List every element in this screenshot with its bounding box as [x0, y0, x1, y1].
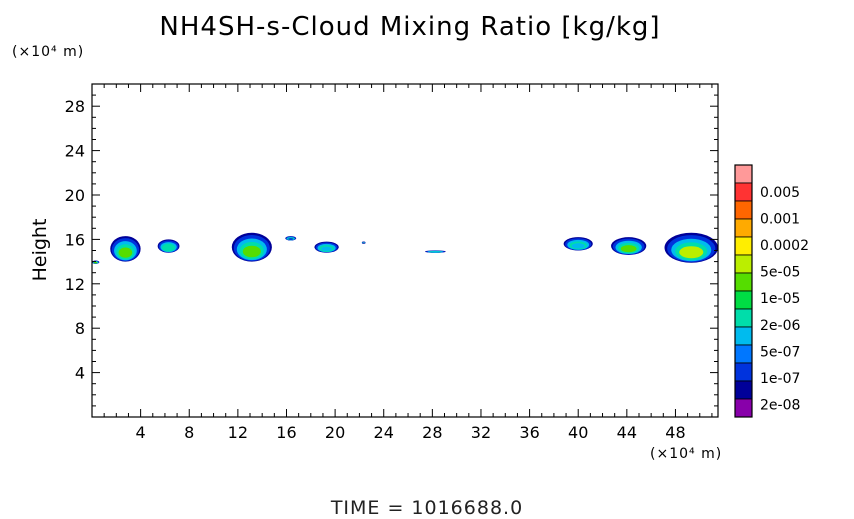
cloud-region [92, 260, 100, 264]
cloud-region [425, 250, 446, 253]
y-tick-label: 8 [75, 319, 85, 338]
x-tick-label: 16 [276, 423, 296, 442]
colorbar-swatch [734, 344, 753, 364]
colorbar-swatch [734, 362, 753, 382]
cloud-core [362, 242, 365, 244]
cloud-core [118, 247, 133, 258]
cloud-region [110, 236, 141, 262]
colorbar-swatch [734, 308, 753, 328]
x-tick-label: 8 [184, 423, 194, 442]
colorbar-label: 5e-07 [760, 344, 800, 360]
x-tick-label: 4 [136, 423, 146, 442]
chart-title: NH4SH-s-Cloud Mixing Ratio [kg/kg] [159, 12, 661, 42]
cloud-core [620, 245, 637, 253]
cloud-region [157, 239, 180, 253]
colorbar-label: 0.005 [760, 185, 800, 201]
colorbar-swatch [734, 380, 753, 400]
y-tick-label: 16 [65, 230, 85, 249]
cloud-region [563, 237, 593, 251]
colorbar-swatch [734, 254, 753, 274]
y-tick-label: 12 [65, 275, 85, 294]
x-tick-label: 48 [665, 423, 685, 442]
x-tick-label: 40 [568, 423, 588, 442]
colorbar-label: 5e-05 [760, 265, 800, 281]
cloud-core [679, 246, 704, 259]
cloud-core [94, 261, 98, 264]
colorbar-swatch [734, 200, 753, 220]
colorbar-swatch [734, 164, 753, 184]
colorbar-swatch [734, 398, 753, 418]
colorbar-swatch [734, 326, 753, 346]
x-tick-label: 20 [325, 423, 345, 442]
cloud-core [430, 251, 441, 253]
colorbar-label: 1e-07 [760, 371, 800, 387]
colorbar-label: 1e-05 [760, 291, 800, 307]
x-tick-label: 32 [471, 423, 491, 442]
x-axis-unit: (×10⁴ m) [650, 446, 723, 462]
colorbar-swatch [734, 218, 753, 238]
colorbar-swatch [734, 290, 753, 310]
colorbar-swatch [734, 272, 753, 292]
cloud-region [611, 237, 647, 255]
colorbar-label: 2e-08 [760, 397, 800, 413]
cloud-region [285, 236, 297, 241]
cloud-core [571, 243, 585, 249]
y-axis-unit: (×10⁴ m) [12, 44, 85, 60]
y-tick-label: 28 [65, 97, 85, 116]
cloud-region [361, 241, 366, 244]
colorbar-label: 2e-06 [760, 318, 800, 334]
x-tick-label: 28 [422, 423, 442, 442]
colorbar-label: 0.0002 [760, 238, 809, 254]
cloud-region [664, 232, 718, 263]
cloud-core [321, 246, 333, 252]
cloud-core [288, 238, 294, 240]
time-label: TIME = 1016688.0 [330, 497, 524, 519]
y-tick-label: 20 [65, 186, 85, 205]
y-tick-label: 4 [75, 364, 85, 383]
colorbar-label: 0.001 [760, 212, 800, 228]
x-tick-label: 36 [519, 423, 539, 442]
x-tick-label: 12 [228, 423, 248, 442]
y-tick-label: 24 [65, 142, 85, 161]
colorbar-swatch [734, 236, 753, 256]
cloud-region [314, 241, 339, 253]
x-tick-label: 24 [374, 423, 394, 442]
colorbar-swatch [734, 182, 753, 202]
cloud-region [231, 232, 272, 262]
x-tick-label: 44 [617, 423, 637, 442]
cloud-core [163, 245, 174, 251]
colorbar-frame [734, 164, 753, 418]
cloud-core [242, 245, 261, 258]
